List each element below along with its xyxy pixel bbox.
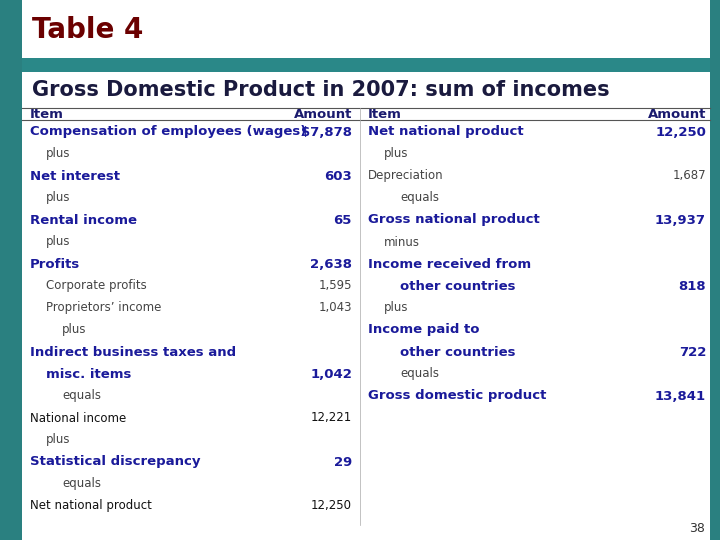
Text: equals: equals: [62, 477, 101, 490]
Text: plus: plus: [46, 235, 71, 248]
Text: Item: Item: [368, 109, 402, 122]
Text: plus: plus: [62, 323, 86, 336]
Text: 65: 65: [333, 213, 352, 226]
Bar: [0, 0, 22, 540]
Text: 818: 818: [678, 280, 706, 293]
Text: 13,937: 13,937: [655, 213, 706, 226]
Text: 2,638: 2,638: [310, 258, 352, 271]
Text: Table 4: Table 4: [32, 16, 143, 44]
Text: 12,250: 12,250: [655, 125, 706, 138]
Text: Proprietors’ income: Proprietors’ income: [46, 301, 161, 314]
Text: Rental income: Rental income: [30, 213, 137, 226]
Text: equals: equals: [62, 389, 101, 402]
Text: 13,841: 13,841: [655, 389, 706, 402]
Text: Amount: Amount: [294, 109, 352, 122]
Text: plus: plus: [46, 434, 71, 447]
Text: Net national product: Net national product: [368, 125, 523, 138]
Text: $7,878: $7,878: [301, 125, 352, 138]
Text: Gross Domestic Product in 2007: sum of incomes: Gross Domestic Product in 2007: sum of i…: [32, 80, 610, 100]
Text: 722: 722: [679, 346, 706, 359]
Text: Corporate profits: Corporate profits: [46, 280, 147, 293]
Bar: [710, 0, 720, 540]
Text: 1,595: 1,595: [318, 280, 352, 293]
Text: Income paid to: Income paid to: [368, 323, 480, 336]
Text: equals: equals: [400, 368, 439, 381]
Text: 1,043: 1,043: [318, 301, 352, 314]
Text: 1,042: 1,042: [310, 368, 352, 381]
Text: Gross domestic product: Gross domestic product: [368, 389, 546, 402]
Text: Income received from: Income received from: [368, 258, 531, 271]
Text: National income: National income: [30, 411, 126, 424]
Text: Gross national product: Gross national product: [368, 213, 540, 226]
Text: plus: plus: [384, 147, 408, 160]
Text: Item: Item: [30, 109, 64, 122]
Text: plus: plus: [46, 147, 71, 160]
Text: Profits: Profits: [30, 258, 80, 271]
Text: other countries: other countries: [400, 346, 516, 359]
Text: other countries: other countries: [400, 280, 516, 293]
Text: Amount: Amount: [647, 109, 706, 122]
Text: Net interest: Net interest: [30, 170, 120, 183]
Text: plus: plus: [384, 301, 408, 314]
Text: Net national product: Net national product: [30, 500, 152, 512]
Text: 1,687: 1,687: [672, 170, 706, 183]
Text: Depreciation: Depreciation: [368, 170, 444, 183]
Text: Indirect business taxes and: Indirect business taxes and: [30, 346, 236, 359]
Text: Statistical discrepancy: Statistical discrepancy: [30, 456, 200, 469]
Text: 29: 29: [334, 456, 352, 469]
Bar: [22, 58, 710, 72]
Text: equals: equals: [400, 192, 439, 205]
Text: misc. items: misc. items: [46, 368, 131, 381]
Text: Compensation of employees (wages): Compensation of employees (wages): [30, 125, 307, 138]
Text: 603: 603: [324, 170, 352, 183]
Text: minus: minus: [384, 235, 420, 248]
Text: 38: 38: [689, 522, 705, 535]
Text: plus: plus: [46, 192, 71, 205]
Text: 12,221: 12,221: [311, 411, 352, 424]
Text: 12,250: 12,250: [311, 500, 352, 512]
